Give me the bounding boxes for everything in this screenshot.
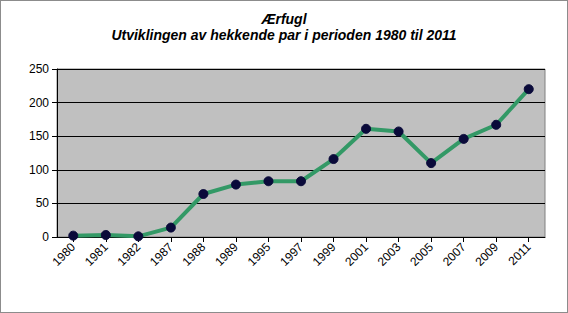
svg-text:1987: 1987 — [147, 240, 176, 269]
svg-text:1982: 1982 — [115, 240, 144, 269]
svg-text:2001: 2001 — [342, 240, 371, 269]
svg-text:Ærfugl: Ærfugl — [260, 11, 307, 27]
svg-text:1995: 1995 — [245, 240, 274, 269]
svg-text:200: 200 — [29, 96, 49, 110]
svg-text:2007: 2007 — [440, 240, 469, 269]
svg-text:150: 150 — [29, 129, 49, 143]
svg-text:1980: 1980 — [49, 240, 78, 269]
svg-text:250: 250 — [29, 62, 49, 76]
svg-text:2005: 2005 — [407, 240, 436, 269]
svg-text:1989: 1989 — [212, 240, 241, 269]
svg-text:2009: 2009 — [472, 240, 501, 269]
svg-text:2003: 2003 — [375, 240, 404, 269]
svg-text:1981: 1981 — [82, 240, 111, 269]
svg-text:0: 0 — [42, 230, 49, 244]
svg-text:Utviklingen av hekkende par i: Utviklingen av hekkende par i perioden 1… — [111, 27, 456, 43]
svg-text:1999: 1999 — [310, 240, 339, 269]
svg-text:2011: 2011 — [506, 240, 534, 268]
svg-text:50: 50 — [36, 196, 50, 210]
svg-text:1988: 1988 — [180, 240, 209, 269]
svg-text:1997: 1997 — [277, 240, 306, 269]
svg-text:100: 100 — [29, 163, 49, 177]
